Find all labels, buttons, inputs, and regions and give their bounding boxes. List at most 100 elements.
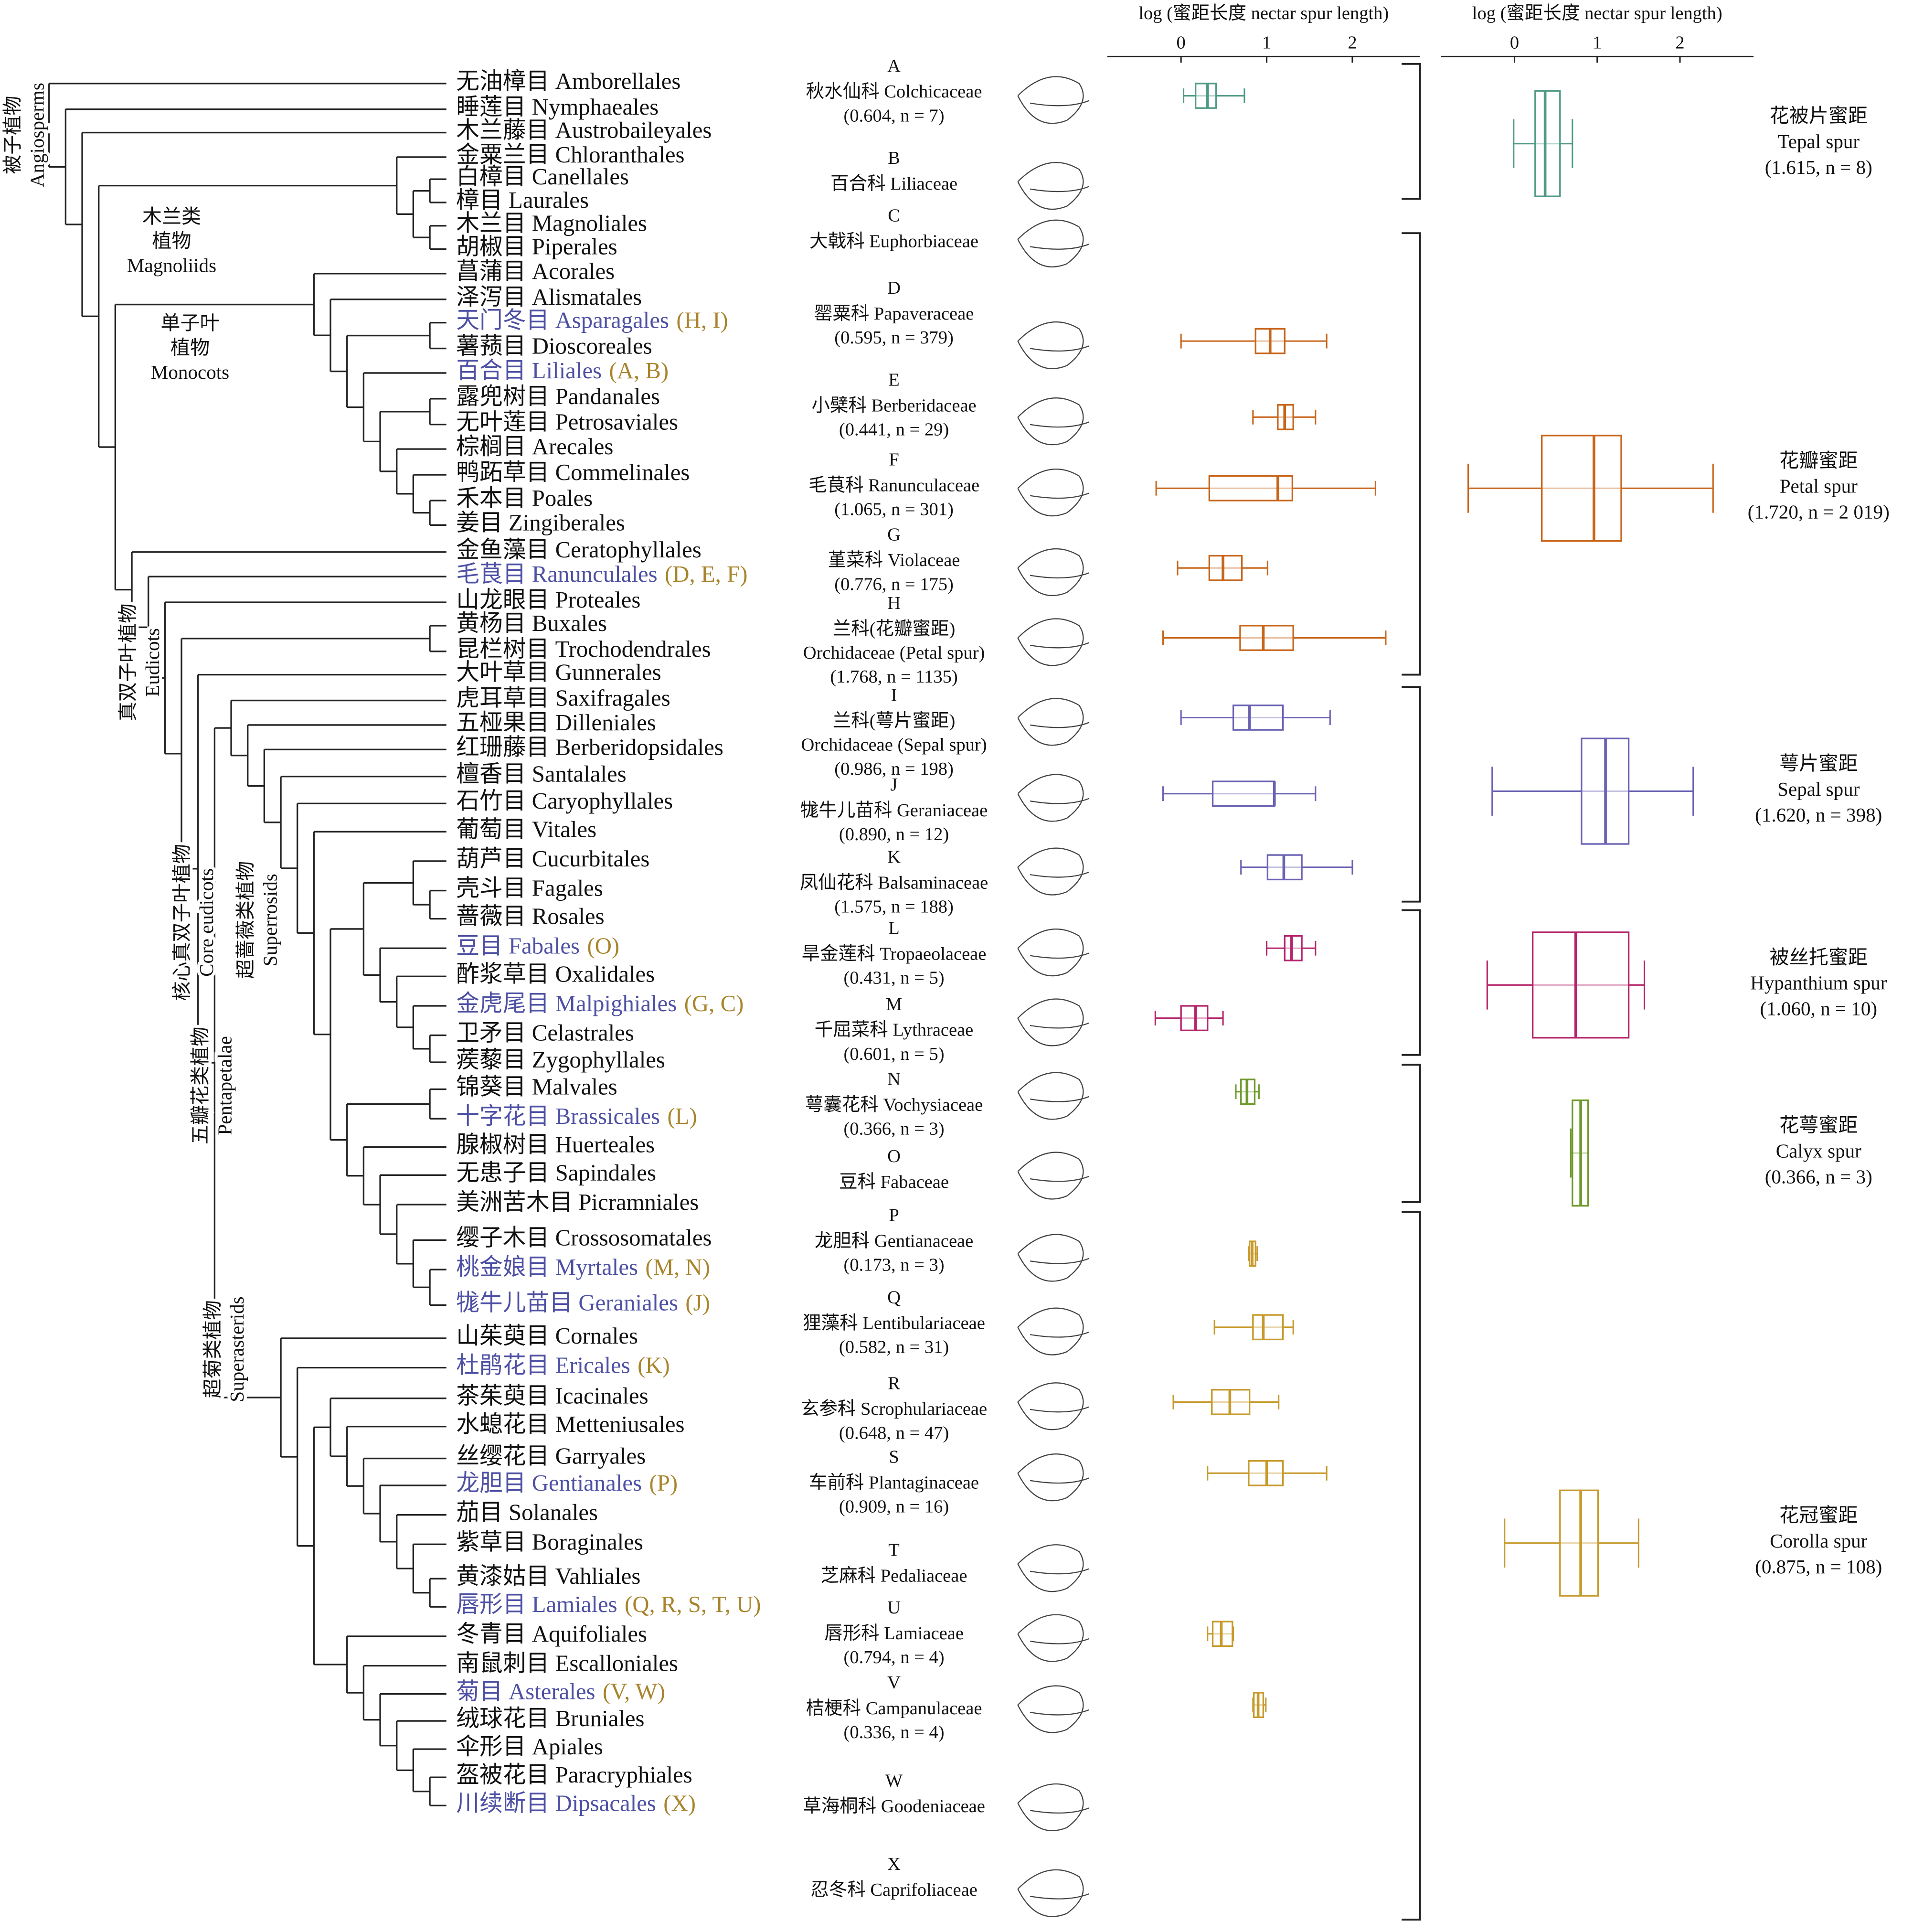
- clade-text: 被子植物: [1, 96, 23, 174]
- clade-text: 植物: [152, 230, 191, 252]
- order-name: 十字花目 Brassicales: [456, 1103, 660, 1129]
- flower-sketch: [1017, 1307, 1089, 1356]
- order-label: 无患子目 Sapindales: [456, 1160, 656, 1186]
- order-name: 锦葵目 Malvales: [456, 1074, 617, 1100]
- family-text: 牻牛儿苗科 Geraniaceae: [800, 801, 988, 821]
- box-label: (0.875, n = 108): [1755, 1556, 1882, 1578]
- order-name: 露兜树目 Pandanales: [456, 384, 660, 409]
- order-name: 无叶莲目 Petrosaviales: [456, 409, 678, 435]
- family-letter: J: [891, 775, 898, 795]
- order-name: 无患子目 Sapindales: [456, 1160, 656, 1186]
- flower-sketch: [1017, 162, 1089, 210]
- box-label: Sepal spur: [1777, 778, 1860, 800]
- family-text: (0.173, n = 3): [844, 1255, 945, 1275]
- order-name: 杜鹃花目 Ericales: [456, 1353, 630, 1378]
- clade-text: Angiosperms: [26, 83, 48, 187]
- order-refs: (H, I): [676, 308, 728, 333]
- order-refs: (J): [685, 1290, 710, 1316]
- family-letter: Q: [887, 1288, 901, 1308]
- order-name: 虎耳草目 Saxifragales: [456, 685, 670, 711]
- order-name: 胡椒目 Piperales: [456, 234, 617, 260]
- order-label: 红珊藤目 Berberidopsidales: [456, 734, 723, 760]
- order-name: 卫矛目 Celastrales: [456, 1020, 634, 1046]
- box-label: 被丝托蜜距: [1770, 946, 1868, 968]
- order-label: 山茱萸目 Cornales: [456, 1323, 638, 1349]
- order-name: 禾本目 Poales: [456, 485, 593, 511]
- order-refs: (P): [649, 1470, 678, 1496]
- order-name: 茄目 Solanales: [456, 1500, 598, 1526]
- order-name: 黄漆姑目 Vahliales: [456, 1563, 640, 1589]
- family-text: (1.575, n = 188): [834, 897, 953, 917]
- box-label: (1.720, n = 2 019): [1748, 501, 1890, 523]
- order-label: 禾本目 Poales: [456, 485, 593, 511]
- order-refs: (V, W): [603, 1679, 665, 1705]
- bracket: [1402, 1211, 1421, 1921]
- box-label: Tepal spur: [1777, 130, 1860, 152]
- order-label: 虎耳草目 Saxifragales: [456, 685, 670, 711]
- family-text: 旱金莲科 Tropaeolaceae: [802, 944, 987, 964]
- order-name: 昆栏树目 Trochodendrales: [456, 636, 711, 662]
- family-letter: X: [887, 1854, 901, 1874]
- order-label: 豆目 Fabales (O): [456, 933, 619, 959]
- family-text: (0.909, n = 16): [839, 1496, 949, 1516]
- order-label: 丝缨花目 Garryales: [456, 1443, 646, 1469]
- order-label: 蒺藜目 Zygophyllales: [456, 1047, 665, 1073]
- order-name: 桃金娘目 Myrtales: [456, 1254, 638, 1280]
- order-label: 腺椒树目 Huerteales: [456, 1131, 655, 1157]
- box-label: (0.366, n = 3): [1765, 1165, 1872, 1187]
- family-letter: B: [888, 148, 900, 168]
- family-letter: F: [889, 450, 899, 470]
- order-label: 茄目 Solanales: [456, 1500, 598, 1526]
- order-label: 毛茛目 Ranunculales (D, E, F): [456, 561, 747, 587]
- order-label: 山龙眼目 Proteales: [456, 587, 640, 613]
- order-name: 毛茛目 Ranunculales: [456, 561, 657, 587]
- box: [1252, 1314, 1284, 1341]
- order-refs: (L): [667, 1103, 697, 1129]
- order-name: 丝缨花目 Garryales: [456, 1443, 646, 1469]
- order-name: 冬青目 Aquifoliales: [456, 1621, 647, 1647]
- x-tick-label: 0: [1510, 33, 1519, 53]
- box-label: 花被片蜜距: [1770, 105, 1868, 127]
- flower-sketch: [1017, 219, 1089, 267]
- order-name: 蔷薇目 Rosales: [456, 904, 604, 929]
- family-letter: V: [887, 1673, 901, 1693]
- family-letter: S: [889, 1447, 899, 1467]
- box: [1212, 780, 1275, 807]
- order-name: 天门冬目 Asparagales: [456, 308, 669, 333]
- order-name: 鸭跖草目 Commelinales: [456, 459, 690, 485]
- order-label: 大叶草目 Gunnerales: [456, 660, 661, 685]
- axis-title: log (蜜距长度 nectar spur length): [1472, 3, 1722, 23]
- order-label: 茶茱萸目 Icacinales: [456, 1383, 648, 1409]
- clade-text: Superrosids: [259, 874, 281, 966]
- clade-text: Eudicots: [141, 628, 163, 697]
- family-text: (0.601, n = 5): [844, 1044, 945, 1064]
- clade-text: 植物: [170, 337, 210, 359]
- order-name: 山龙眼目 Proteales: [456, 587, 640, 613]
- bracket: [1402, 909, 1421, 1056]
- order-name: 酢浆草目 Oxalidales: [456, 961, 655, 987]
- order-label: 酢浆草目 Oxalidales: [456, 961, 655, 987]
- order-name: 百合目 Liliales: [456, 358, 602, 384]
- order-label: 卫矛目 Celastrales: [456, 1020, 634, 1046]
- clade-text: 真双子叶植物: [117, 604, 139, 721]
- box: [1531, 931, 1630, 1039]
- flower-sketch: [1017, 1234, 1089, 1282]
- order-name: 菖蒲目 Acorales: [456, 258, 615, 284]
- box: [1541, 435, 1622, 542]
- family-text: (0.431, n = 5): [844, 968, 945, 988]
- family-text: (0.986, n = 198): [834, 759, 953, 779]
- box: [1284, 935, 1303, 961]
- order-name: 壳斗目 Fagales: [456, 875, 603, 901]
- order-name: 绒球花目 Bruniales: [456, 1706, 644, 1731]
- family-letter: P: [889, 1205, 899, 1225]
- flower-sketch: [1017, 998, 1089, 1046]
- order-name: 无油樟目 Amborellales: [456, 68, 680, 94]
- family-letter: I: [891, 685, 897, 705]
- family-text: (0.595, n = 379): [834, 328, 953, 348]
- family-letter: E: [888, 370, 900, 390]
- order-label: 檀香目 Santalales: [456, 761, 626, 787]
- order-label: 川续断目 Dipsacales (X): [456, 1790, 696, 1816]
- order-label: 泽泻目 Alismatales: [456, 284, 642, 310]
- order-label: 蔷薇目 Rosales: [456, 904, 604, 929]
